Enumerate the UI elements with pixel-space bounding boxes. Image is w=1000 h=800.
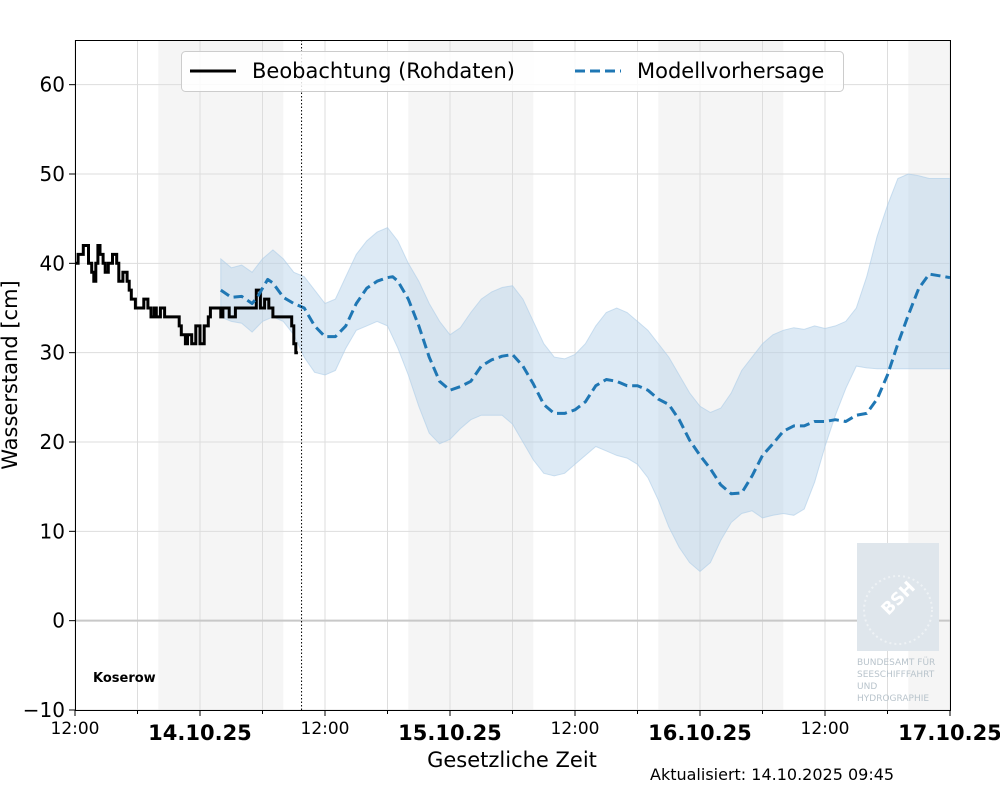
x-tick-label: 17.10.25: [898, 721, 1000, 745]
logo-text-line: HYDROGRAPHIE: [857, 694, 929, 704]
forecast-uncertainty-band: [220, 173, 951, 573]
y-tick-label: −10: [23, 698, 65, 722]
legend-label-forecast: Modellvorhersage: [637, 59, 824, 83]
updated-timestamp: Aktualisiert: 14.10.2025 09:45: [650, 765, 894, 784]
x-tick-label: 12:00: [551, 719, 600, 739]
logo-text-line: BUNDESAMT FÜR: [857, 657, 935, 668]
x-tick-label: 12:00: [51, 719, 100, 739]
y-tick-label: 20: [40, 430, 65, 454]
logo-text-line: SEESCHIFFFAHRT: [857, 670, 935, 680]
bsh-logo: BSH BUNDESAMT FÜRSEESCHIFFFAHRTUNDHYDROG…: [857, 543, 939, 704]
series-observation: [75, 244, 298, 355]
y-tick-label: 30: [40, 341, 65, 365]
x-tick-label: 16.10.25: [648, 721, 752, 745]
y-tick-label: 10: [40, 519, 65, 543]
x-axis-label: Gesetzliche Zeit: [427, 748, 597, 772]
station-label: Koserow: [93, 671, 156, 686]
y-tick-label: 40: [40, 251, 65, 275]
x-tick-label: 15.10.25: [398, 721, 502, 745]
legend-label-observation: Beobachtung (Rohdaten): [252, 59, 515, 83]
legend: Beobachtung (Rohdaten) Modellvorhersage: [181, 51, 844, 92]
logo-box: [857, 543, 939, 651]
logo-text-lines: BUNDESAMT FÜR SEESCHIFFFAHRT UND HYDROGRAPH…: [857, 657, 935, 704]
series-lines: [75, 40, 951, 710]
y-tick-label: 60: [40, 73, 65, 97]
y-tick-label: 50: [40, 162, 65, 186]
x-tick-label: 14.10.25: [148, 721, 252, 745]
x-tick-label: 12:00: [301, 719, 350, 739]
legend-box: [181, 51, 844, 92]
y-axis-label: Wasserstand [cm]: [0, 280, 22, 469]
y-tick-label: 0: [52, 609, 65, 633]
logo-text-line: UND: [857, 682, 877, 692]
night-band-0: [158, 40, 284, 710]
uncertainty-band: [220, 173, 951, 573]
axes: −10 0 10 20 30 40 50 60 12:00 14.10.25 12:00 15.10.…: [23, 73, 1000, 745]
logo-circle: [863, 575, 933, 645]
series-forecast: [219, 272, 951, 496]
x-tick-label: 12:00: [801, 719, 850, 739]
